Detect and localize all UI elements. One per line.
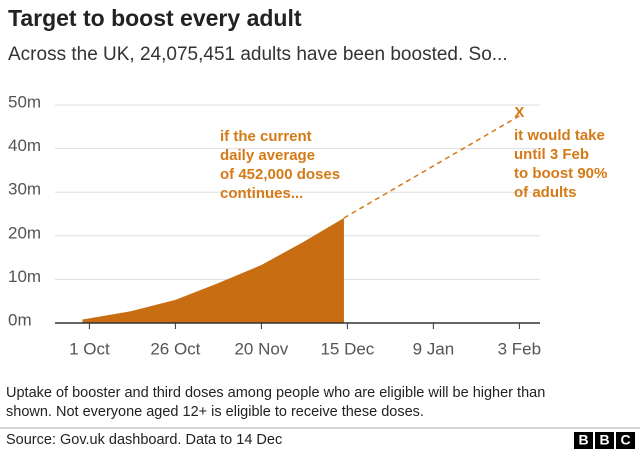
logo-letter: B [578,432,588,448]
y-tick-label: 40m [8,136,41,155]
chart-title: Target to boost every adult [8,5,302,31]
source: Source: Gov.uk dashboard. Data to 14 Dec [6,432,282,448]
footnote: shown. Not everyone aged 12+ is eligible… [6,404,424,420]
x-tick-label: 26 Oct [150,339,200,358]
annotation: continues... [220,185,303,202]
logo-letter: C [620,432,630,448]
logo-box [574,432,593,449]
footnote: Uptake of booster and third doses among … [6,385,545,401]
x-tick-label: 3 Feb [498,339,541,358]
chart-subtitle: Across the UK, 24,075,451 adults have be… [8,44,508,65]
annotation: it would take [514,127,605,144]
annotation: until 3 Feb [514,146,589,163]
x-tick-label: 9 Jan [413,339,455,358]
y-tick-label: 30m [8,180,41,199]
y-tick-label: 0m [8,310,32,329]
annotation: to boost 90% [514,165,607,182]
x-tick-label: 20 Nov [234,339,288,358]
y-tick-label: 50m [8,92,41,111]
annotation: of adults [514,184,577,201]
logo-letter: B [599,432,609,448]
logo-box [616,432,635,449]
annotation: daily average [220,147,315,164]
area [82,218,344,323]
y-tick-label: 20m [8,223,41,242]
projection-marker: X [514,104,524,121]
projection-line [343,115,520,219]
x-tick-label: 15 Dec [320,339,374,358]
annotation: if the current [220,128,312,145]
x-tick-label: 1 Oct [69,339,110,358]
y-tick-label: 10m [8,267,41,286]
annotation: of 452,000 doses [220,166,340,183]
logo-box [595,432,614,449]
